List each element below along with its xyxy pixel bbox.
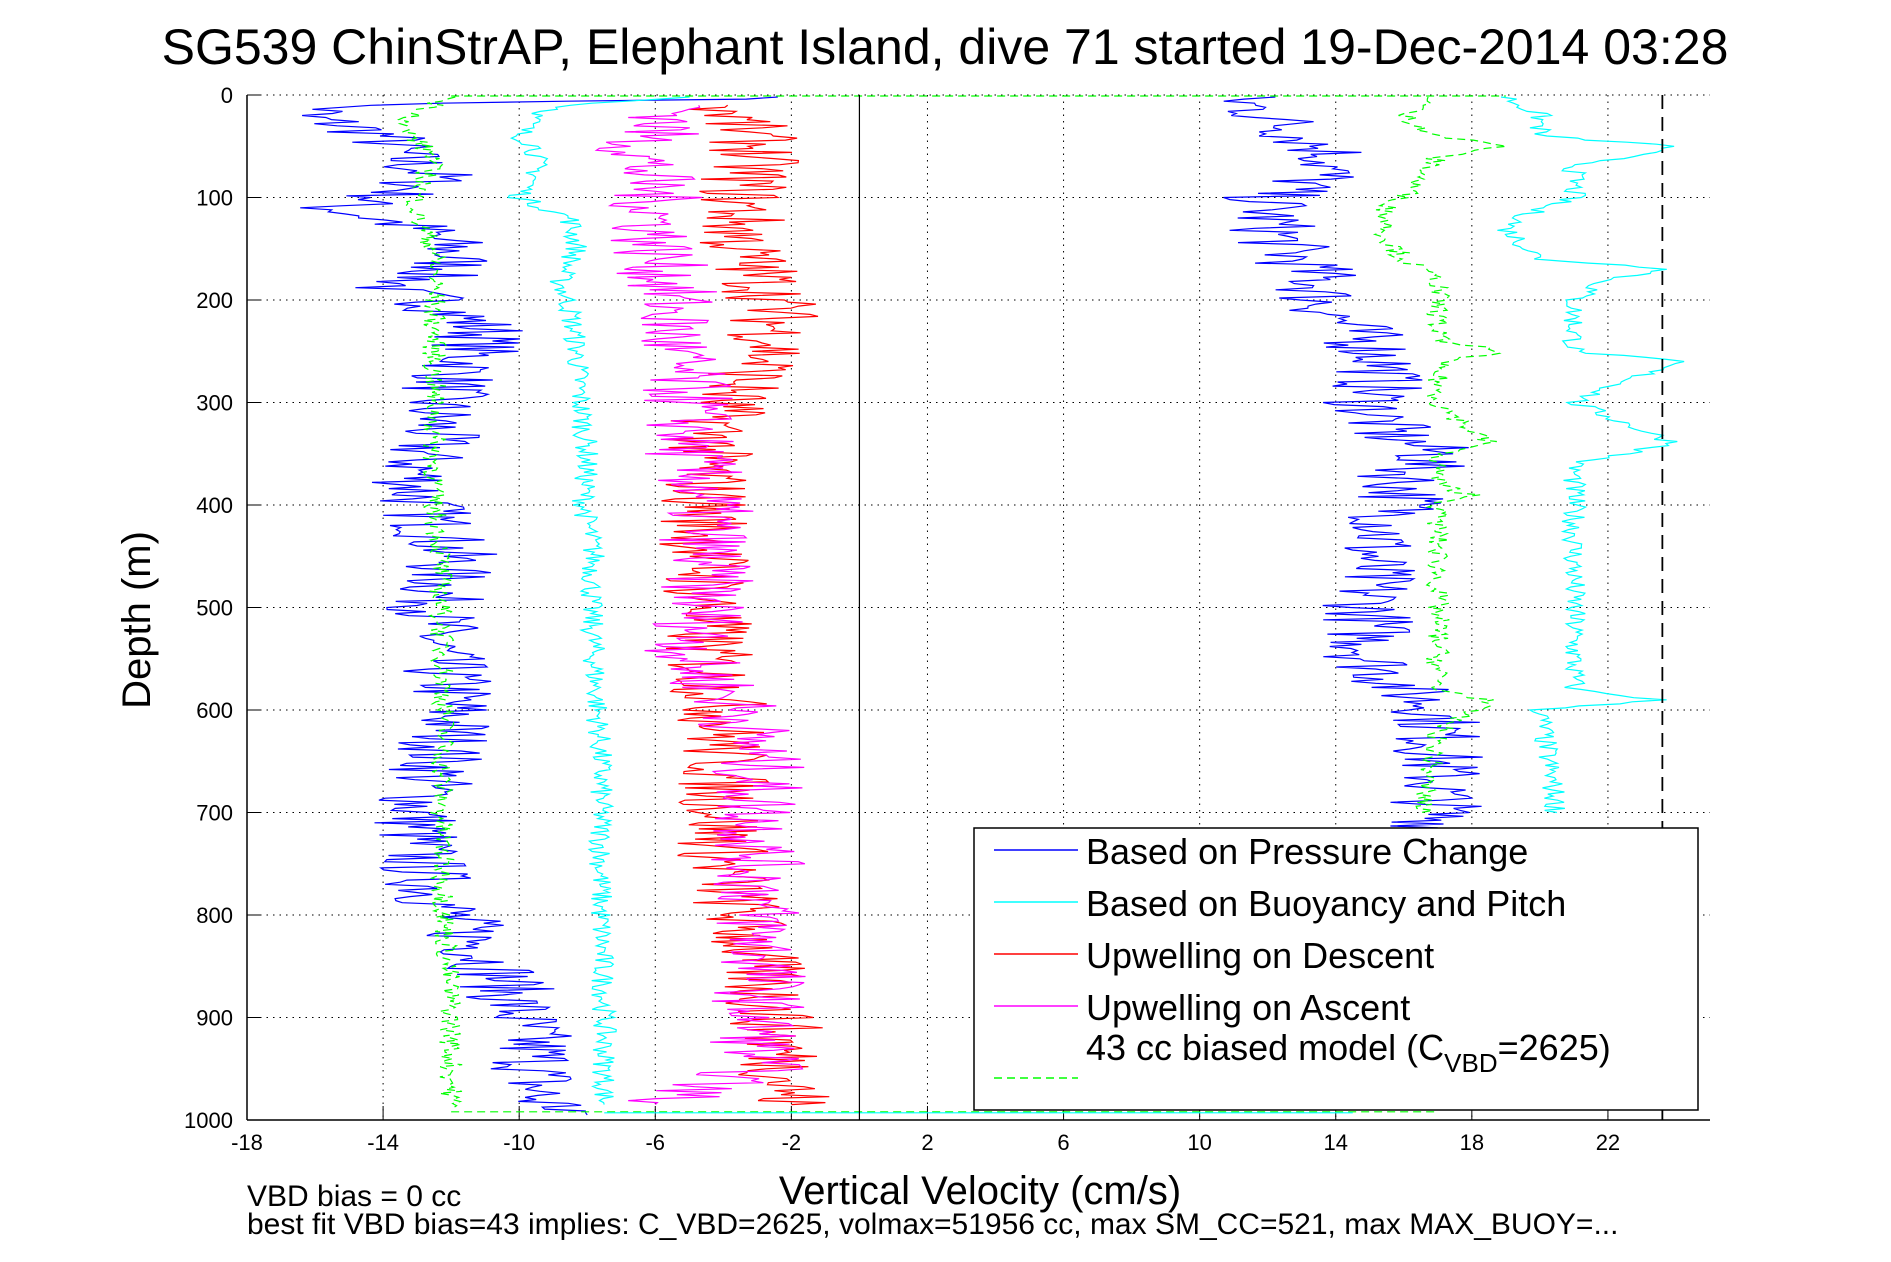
y-tick-label: 200 (196, 288, 233, 313)
x-axis-label: Vertical Velocity (cm/s) (779, 1169, 1181, 1213)
x-tick-labels: -18 -14 -10 -6 -2 2 6 10 14 18 22 (231, 1130, 1620, 1155)
y-tick-label: 900 (196, 1006, 233, 1031)
legend-label: Upwelling on Ascent (1086, 987, 1410, 1028)
y-tick-label: 100 (196, 186, 233, 211)
series-line-6 (396, 96, 463, 1111)
x-tick-label: 14 (1324, 1130, 1348, 1155)
x-tick-label: 6 (1057, 1130, 1069, 1155)
series-line-0 (300, 96, 778, 1116)
series-line-1 (1223, 96, 1483, 829)
x-tick-label: 2 (921, 1130, 933, 1155)
y-axis-label: Depth (m) (115, 531, 159, 709)
series-line-3 (1497, 96, 1685, 814)
chart-title: SG539 ChinStrAP, Elephant Island, dive 7… (162, 19, 1729, 75)
x-tick-label: 10 (1187, 1130, 1211, 1155)
legend-label: 43 cc biased model (CVBD=2625) (1086, 1027, 1611, 1078)
y-tick-label: 1000 (184, 1108, 233, 1133)
grid (246, 94, 1710, 1121)
x-tick-label: -6 (645, 1130, 665, 1155)
footer-line-2: best fit VBD bias=43 implies: C_VBD=2625… (247, 1208, 1618, 1241)
y-tick-label: 600 (196, 698, 233, 723)
reference-lines (858, 95, 1664, 1120)
x-tick-label: 18 (1460, 1130, 1484, 1155)
y-tick-label: 400 (196, 493, 233, 518)
series-line-5 (594, 105, 806, 1106)
y-tick-label: 0 (221, 83, 233, 108)
legend-label: Based on Buoyancy and Pitch (1086, 883, 1566, 924)
legend-label: Upwelling on Descent (1086, 935, 1434, 976)
legend-label: Based on Pressure Change (1086, 831, 1528, 872)
x-tick-label: -2 (782, 1130, 802, 1155)
footer-line-1: VBD bias = 0 cc (247, 1180, 461, 1213)
series-line-2 (507, 96, 690, 1105)
y-tick-label: 800 (196, 903, 233, 928)
series-group (300, 95, 1685, 1116)
y-tick-labels: 0 100 200 300 400 500 600 700 800 900 1000 (184, 83, 233, 1133)
legend: Based on Pressure Change Based on Buoyanc… (973, 827, 1699, 1111)
x-tick-label: 22 (1596, 1130, 1620, 1155)
series-line-7 (1372, 96, 1507, 814)
x-tick-label: -18 (231, 1130, 263, 1155)
y-tick-label: 500 (196, 596, 233, 621)
y-tick-label: 700 (196, 801, 233, 826)
x-tick-label: -10 (503, 1130, 535, 1155)
y-tick-label: 300 (196, 391, 233, 416)
legend-box (973, 827, 1699, 1111)
x-tick-label: -14 (367, 1130, 399, 1155)
